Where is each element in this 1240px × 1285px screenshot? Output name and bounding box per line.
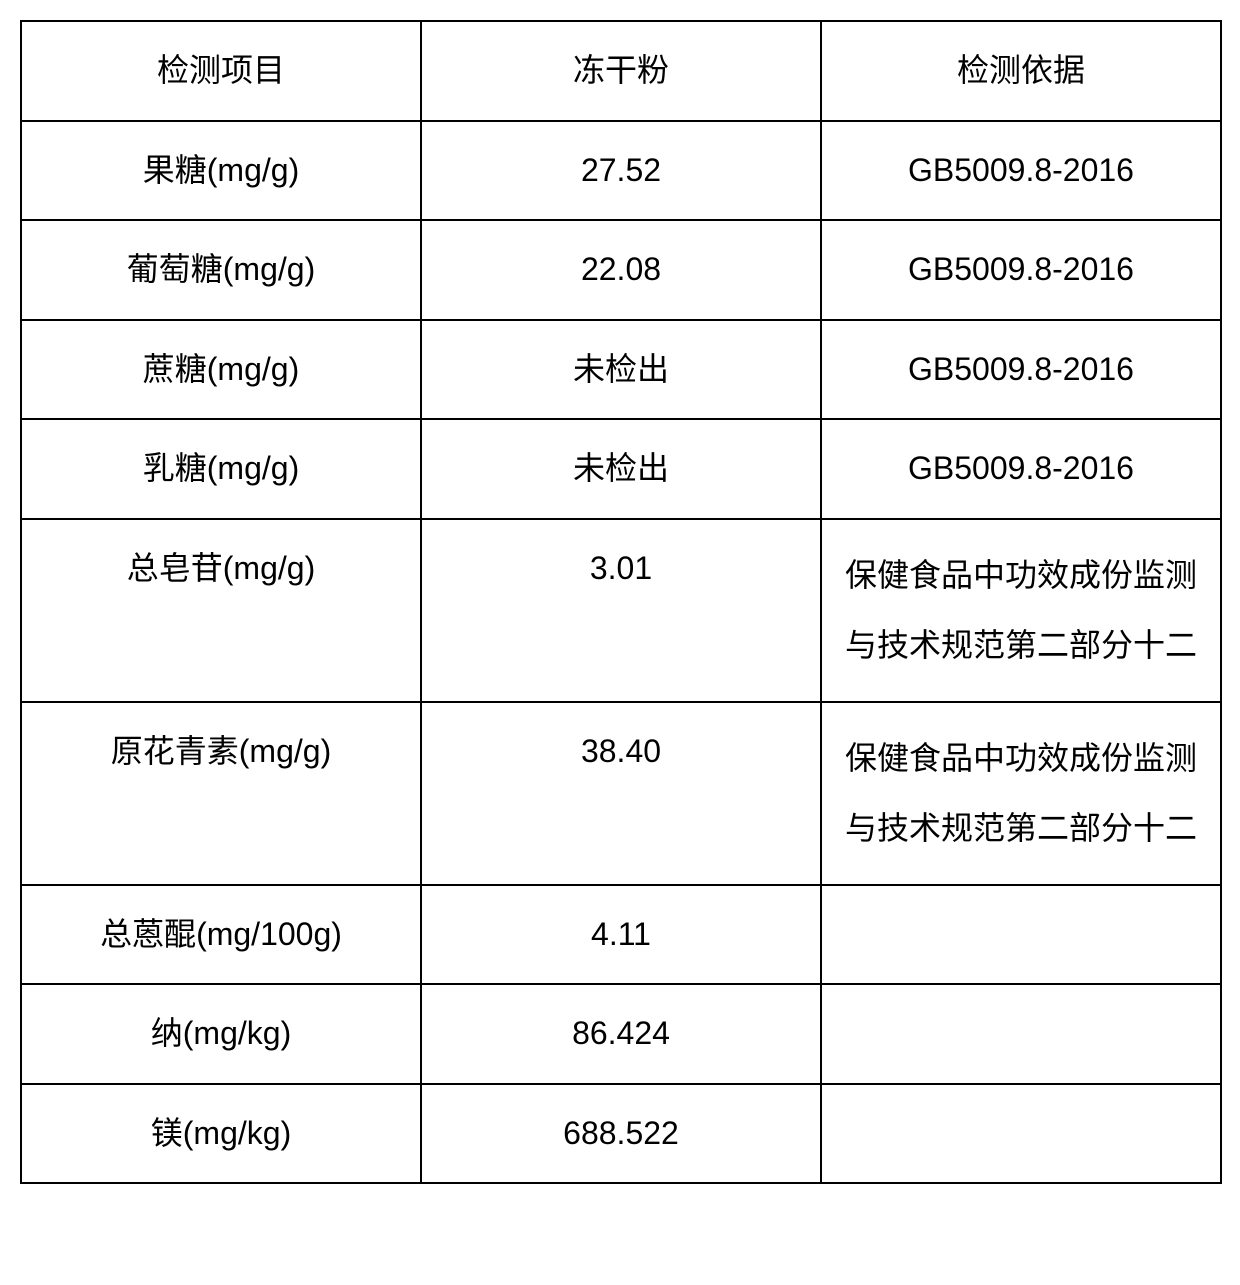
cell-item: 乳糖(mg/g) xyxy=(21,419,421,519)
cell-basis: GB5009.8-2016 xyxy=(821,220,1221,320)
detection-results-table: 检测项目 冻干粉 检测依据 果糖(mg/g)27.52GB5009.8-2016… xyxy=(20,20,1222,1184)
cell-basis: 保健食品中功效成份监测与技术规范第二部分十二 xyxy=(821,702,1221,885)
cell-basis: 保健食品中功效成份监测与技术规范第二部分十二 xyxy=(821,519,1221,702)
table-row: 原花青素(mg/g)38.40保健食品中功效成份监测与技术规范第二部分十二 xyxy=(21,702,1221,885)
cell-value: 688.522 xyxy=(421,1084,821,1184)
table-body: 果糖(mg/g)27.52GB5009.8-2016葡萄糖(mg/g)22.08… xyxy=(21,121,1221,1184)
cell-basis xyxy=(821,885,1221,985)
col-header-basis: 检测依据 xyxy=(821,21,1221,121)
table-row: 乳糖(mg/g)未检出GB5009.8-2016 xyxy=(21,419,1221,519)
cell-basis xyxy=(821,984,1221,1084)
cell-item: 纳(mg/kg) xyxy=(21,984,421,1084)
cell-value: 未检出 xyxy=(421,419,821,519)
cell-item: 原花青素(mg/g) xyxy=(21,702,421,885)
table-row: 镁(mg/kg)688.522 xyxy=(21,1084,1221,1184)
cell-item: 果糖(mg/g) xyxy=(21,121,421,221)
cell-value: 27.52 xyxy=(421,121,821,221)
cell-basis xyxy=(821,1084,1221,1184)
cell-value: 22.08 xyxy=(421,220,821,320)
table-row: 果糖(mg/g)27.52GB5009.8-2016 xyxy=(21,121,1221,221)
cell-basis: GB5009.8-2016 xyxy=(821,419,1221,519)
cell-item: 总蒽醌(mg/100g) xyxy=(21,885,421,985)
col-header-value: 冻干粉 xyxy=(421,21,821,121)
table-row: 蔗糖(mg/g)未检出GB5009.8-2016 xyxy=(21,320,1221,420)
col-header-item: 检测项目 xyxy=(21,21,421,121)
cell-value: 86.424 xyxy=(421,984,821,1084)
cell-item: 葡萄糖(mg/g) xyxy=(21,220,421,320)
table-row: 总蒽醌(mg/100g)4.11 xyxy=(21,885,1221,985)
cell-item: 总皂苷(mg/g) xyxy=(21,519,421,702)
cell-basis: GB5009.8-2016 xyxy=(821,121,1221,221)
cell-value: 未检出 xyxy=(421,320,821,420)
table-header-row: 检测项目 冻干粉 检测依据 xyxy=(21,21,1221,121)
cell-basis: GB5009.8-2016 xyxy=(821,320,1221,420)
table-row: 葡萄糖(mg/g)22.08GB5009.8-2016 xyxy=(21,220,1221,320)
cell-item: 镁(mg/kg) xyxy=(21,1084,421,1184)
cell-value: 38.40 xyxy=(421,702,821,885)
cell-value: 3.01 xyxy=(421,519,821,702)
cell-item: 蔗糖(mg/g) xyxy=(21,320,421,420)
cell-value: 4.11 xyxy=(421,885,821,985)
table-row: 纳(mg/kg)86.424 xyxy=(21,984,1221,1084)
table-row: 总皂苷(mg/g)3.01保健食品中功效成份监测与技术规范第二部分十二 xyxy=(21,519,1221,702)
